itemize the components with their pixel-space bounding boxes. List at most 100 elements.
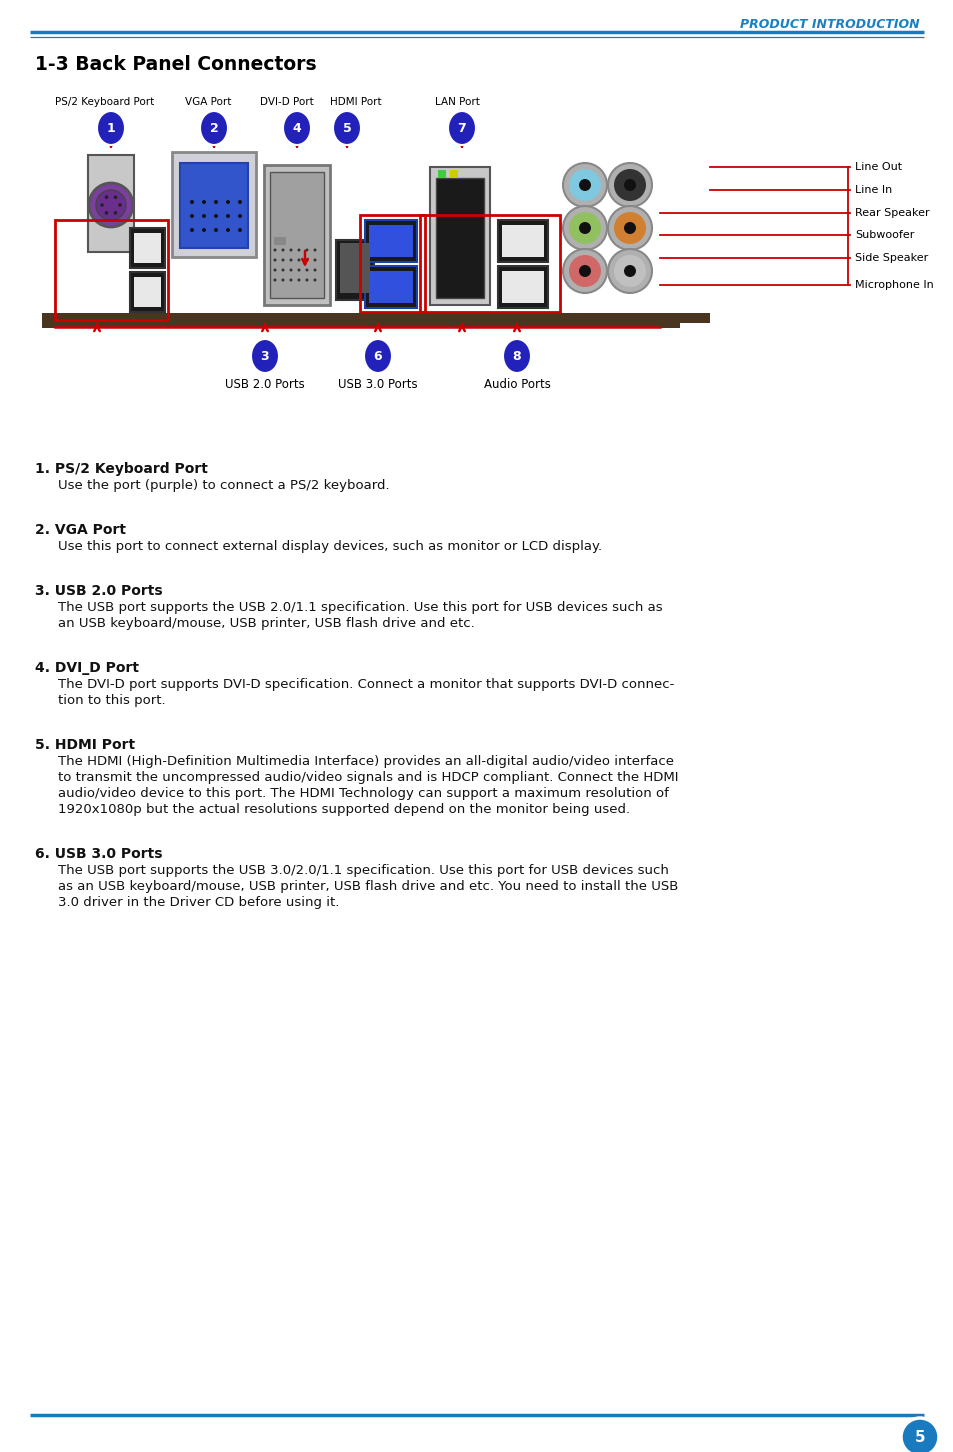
Text: audio/video device to this port. The HDMI Technology can support a maximum resol: audio/video device to this port. The HDM… (58, 787, 668, 800)
Bar (180, 163, 248, 248)
Circle shape (623, 266, 636, 277)
Bar (335, 240, 374, 301)
Circle shape (96, 190, 126, 221)
Text: HDMI Port: HDMI Port (330, 97, 381, 107)
Text: 3. USB 2.0 Ports: 3. USB 2.0 Ports (35, 584, 162, 598)
Bar (55, 221, 168, 319)
Text: Side Speaker: Side Speaker (854, 253, 927, 263)
Text: 5: 5 (342, 122, 351, 135)
Text: Use this port to connect external display devices, such as monitor or LCD displa: Use this port to connect external displa… (58, 540, 601, 553)
Text: 2. VGA Port: 2. VGA Port (35, 523, 126, 537)
Text: LAN Port: LAN Port (435, 97, 479, 107)
Ellipse shape (900, 1419, 938, 1452)
Text: Line In: Line In (854, 184, 891, 195)
Bar (430, 167, 490, 305)
Bar (450, 170, 457, 179)
Circle shape (289, 248, 293, 251)
Circle shape (105, 211, 109, 215)
Text: an USB keyboard/mouse, USB printer, USB flash drive and etc.: an USB keyboard/mouse, USB printer, USB … (58, 617, 475, 630)
Circle shape (237, 213, 242, 218)
Text: The HDMI (High-Definition Multimedia Interface) provides an all-digital audio/vi: The HDMI (High-Definition Multimedia Int… (58, 755, 673, 768)
Circle shape (614, 256, 645, 287)
Circle shape (213, 213, 218, 218)
Bar (369, 272, 413, 303)
Ellipse shape (283, 110, 311, 145)
Circle shape (202, 200, 206, 203)
Circle shape (578, 266, 590, 277)
Text: 5. HDMI Port: 5. HDMI Port (35, 738, 135, 752)
Text: The USB port supports the USB 2.0/1.1 specification. Use this port for USB devic: The USB port supports the USB 2.0/1.1 sp… (58, 601, 662, 614)
Bar (264, 166, 330, 305)
Text: DVI-D Port: DVI-D Port (260, 97, 314, 107)
Ellipse shape (502, 338, 531, 373)
Text: PS/2 Keyboard Port: PS/2 Keyboard Port (55, 97, 154, 107)
Bar (133, 232, 161, 263)
Circle shape (289, 269, 293, 272)
Text: 1: 1 (107, 122, 115, 135)
Circle shape (113, 211, 117, 215)
Bar (130, 272, 165, 312)
Bar (274, 237, 286, 245)
Text: Use the port (purple) to connect a PS/2 keyboard.: Use the port (purple) to connect a PS/2 … (58, 479, 389, 492)
Text: 3: 3 (260, 350, 269, 363)
Bar (270, 171, 324, 298)
Text: PRODUCT INTRODUCTION: PRODUCT INTRODUCTION (740, 17, 919, 30)
Circle shape (281, 248, 284, 251)
Circle shape (113, 196, 117, 199)
Circle shape (623, 222, 636, 234)
Circle shape (297, 248, 300, 251)
Circle shape (274, 269, 276, 272)
Circle shape (607, 206, 651, 250)
Circle shape (562, 206, 606, 250)
Circle shape (314, 279, 316, 282)
Circle shape (202, 228, 206, 232)
Circle shape (562, 163, 606, 208)
Circle shape (289, 279, 293, 282)
Circle shape (614, 168, 645, 200)
Text: USB 2.0 Ports: USB 2.0 Ports (225, 378, 305, 391)
Circle shape (305, 279, 308, 282)
Circle shape (578, 179, 590, 192)
Circle shape (614, 212, 645, 244)
Circle shape (623, 179, 636, 192)
Circle shape (314, 248, 316, 251)
Circle shape (237, 228, 242, 232)
Text: Microphone In: Microphone In (854, 280, 933, 290)
Circle shape (297, 269, 300, 272)
Circle shape (89, 183, 132, 227)
Text: 4. DVI_D Port: 4. DVI_D Port (35, 661, 139, 675)
Circle shape (568, 212, 600, 244)
Text: 6. USB 3.0 Ports: 6. USB 3.0 Ports (35, 847, 162, 861)
Bar (365, 266, 416, 308)
Circle shape (281, 258, 284, 261)
Text: to transmit the uncompressed audio/video signals and is HDCP compliant. Connect : to transmit the uncompressed audio/video… (58, 771, 678, 784)
Ellipse shape (251, 338, 278, 373)
Circle shape (213, 228, 218, 232)
Bar (339, 242, 370, 293)
Text: 8: 8 (512, 350, 520, 363)
Circle shape (118, 203, 122, 206)
Bar (419, 215, 559, 312)
Text: The USB port supports the USB 3.0/2.0/1.1 specification. Use this port for USB d: The USB port supports the USB 3.0/2.0/1.… (58, 864, 668, 877)
Circle shape (607, 248, 651, 293)
Bar (497, 266, 547, 308)
Bar (369, 225, 413, 257)
Circle shape (281, 269, 284, 272)
Circle shape (289, 258, 293, 261)
Circle shape (202, 213, 206, 218)
Circle shape (578, 222, 590, 234)
Circle shape (305, 269, 308, 272)
Circle shape (190, 228, 193, 232)
Circle shape (105, 196, 109, 199)
Bar (497, 221, 547, 261)
Circle shape (237, 200, 242, 203)
Text: 3.0 driver in the Driver CD before using it.: 3.0 driver in the Driver CD before using… (58, 896, 339, 909)
Bar (359, 215, 424, 312)
Bar (437, 170, 446, 179)
Circle shape (297, 279, 300, 282)
Bar (501, 272, 543, 303)
Ellipse shape (448, 110, 476, 145)
Text: VGA Port: VGA Port (185, 97, 232, 107)
Text: tion to this port.: tion to this port. (58, 694, 166, 707)
Bar (365, 221, 416, 261)
